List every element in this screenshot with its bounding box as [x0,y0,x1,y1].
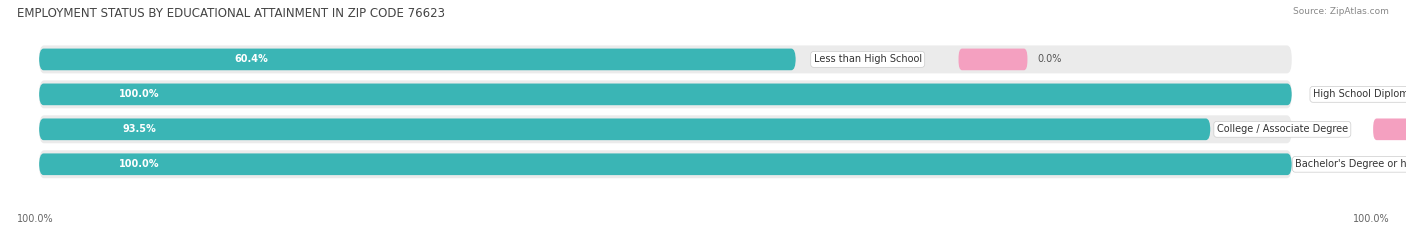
FancyBboxPatch shape [39,118,1211,140]
Text: College / Associate Degree: College / Associate Degree [1216,124,1348,134]
Text: Source: ZipAtlas.com: Source: ZipAtlas.com [1294,7,1389,16]
Text: 100.0%: 100.0% [120,159,159,169]
Text: Less than High School: Less than High School [814,55,922,64]
Text: EMPLOYMENT STATUS BY EDUCATIONAL ATTAINMENT IN ZIP CODE 76623: EMPLOYMENT STATUS BY EDUCATIONAL ATTAINM… [17,7,444,20]
Text: 93.5%: 93.5% [122,124,156,134]
Text: 100.0%: 100.0% [17,214,53,224]
Text: 60.4%: 60.4% [233,55,267,64]
FancyBboxPatch shape [39,83,1292,105]
Text: High School Diploma: High School Diploma [1313,89,1406,99]
Text: Bachelor's Degree or higher: Bachelor's Degree or higher [1295,159,1406,169]
Text: 100.0%: 100.0% [120,89,159,99]
FancyBboxPatch shape [39,150,1292,178]
FancyBboxPatch shape [39,45,1292,73]
FancyBboxPatch shape [39,153,1292,175]
FancyBboxPatch shape [39,49,796,70]
FancyBboxPatch shape [39,80,1292,108]
FancyBboxPatch shape [1374,118,1406,140]
Text: 100.0%: 100.0% [1353,214,1389,224]
FancyBboxPatch shape [39,115,1292,143]
Text: 0.0%: 0.0% [1038,55,1062,64]
FancyBboxPatch shape [959,49,1028,70]
